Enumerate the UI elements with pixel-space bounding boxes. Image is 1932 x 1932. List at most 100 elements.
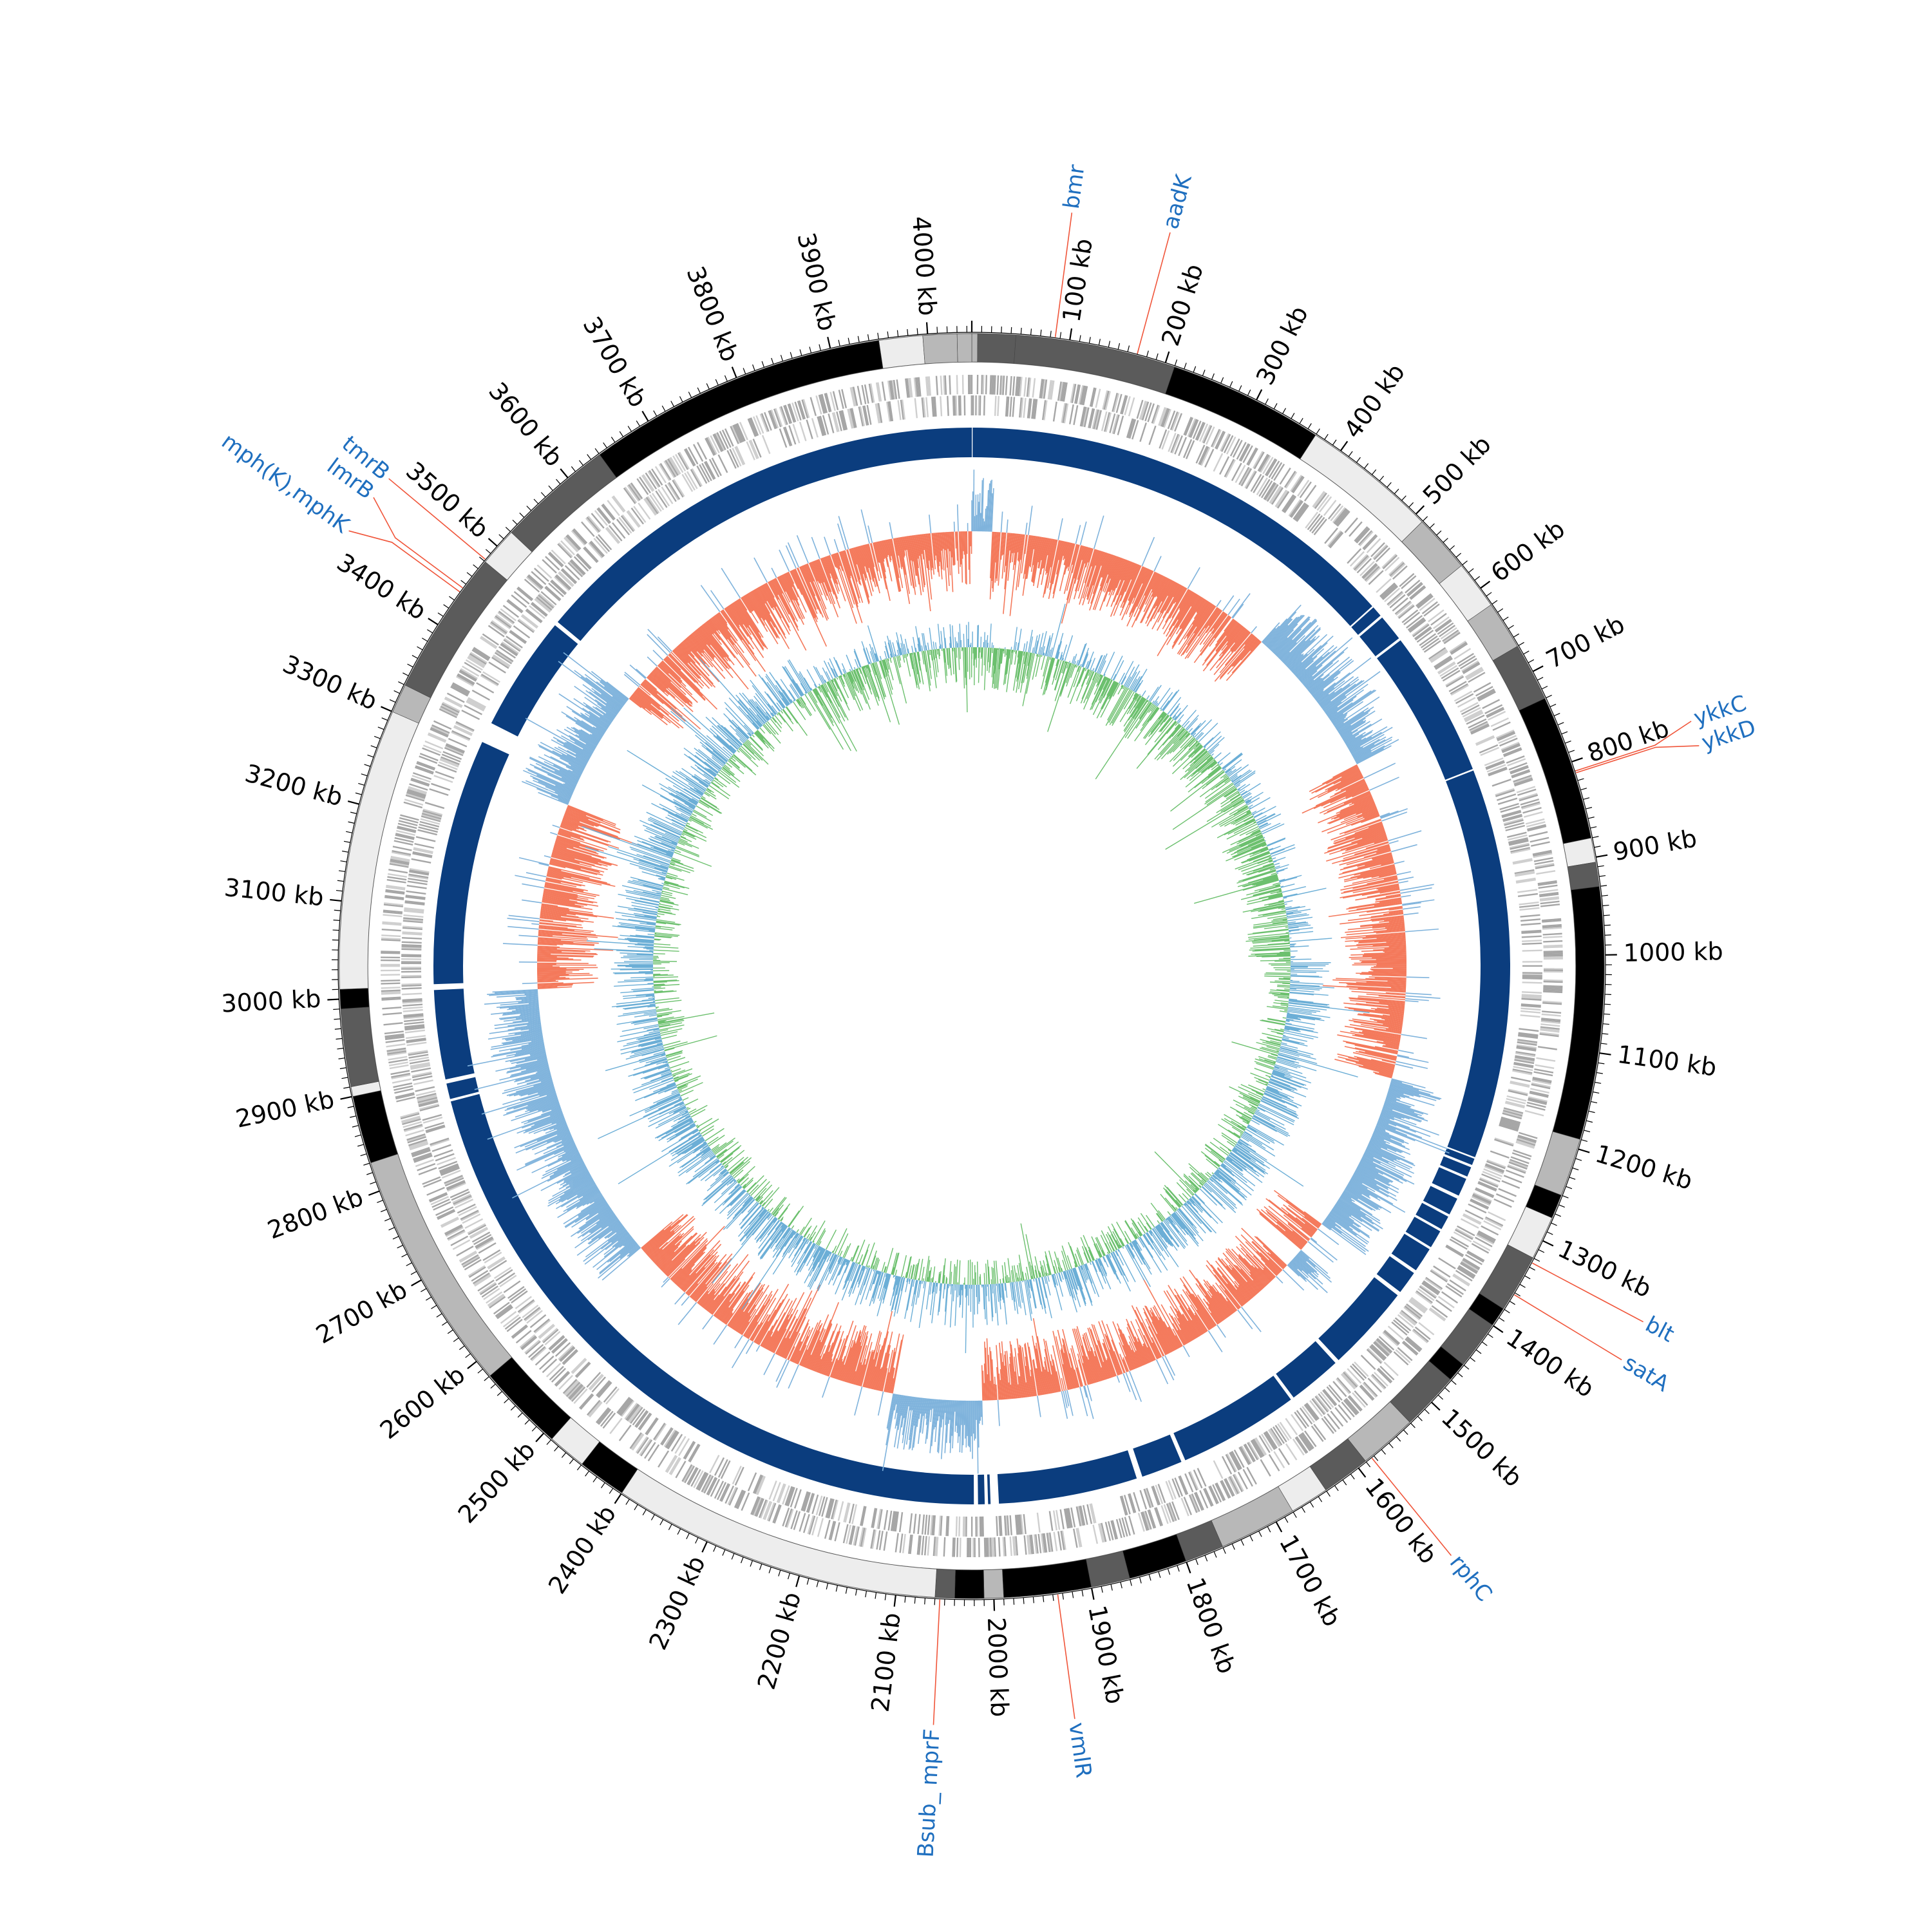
gc-content-bar [526,1076,552,1084]
cds-feature [1540,1023,1560,1027]
gc-content-bar [998,532,1003,586]
cds-feature [1472,1195,1491,1205]
gc-content-bar [1145,1318,1165,1356]
cds-feature [1147,1510,1155,1529]
gc-content-bar [603,1235,632,1258]
gc-content-bar [1226,1265,1254,1298]
gc-content-bar [982,518,984,532]
cds-feature [1435,658,1453,670]
cds-feature [401,983,422,986]
cds-feature [1029,1535,1033,1555]
contig-block [878,335,925,369]
gc-content-bar [1292,1258,1309,1274]
gc-content-bar [539,920,582,926]
gc-content-bar [699,1271,728,1306]
gc-content-bar [1345,786,1368,798]
gc-content-bar [1213,631,1251,676]
gc-content-bar [771,1319,789,1352]
tick-label: 3000 kb [220,985,321,1018]
cds-feature [1023,377,1027,397]
cds-feature [1257,453,1269,471]
cds-feature [464,705,482,715]
gc-content-bar [1325,772,1361,791]
cds-feature [1374,1340,1391,1355]
gc-content-bar [563,783,575,790]
gc-content-bar [1253,1280,1262,1291]
minor-tick [1177,1565,1180,1572]
gc-content-bar [1370,1137,1411,1155]
minor-tick [548,485,553,491]
gc-content-bar [1000,532,1004,560]
gc-content-bar [850,1332,867,1384]
gc-content-bar [511,1008,540,1012]
gc-content-bar [1052,1345,1063,1392]
gc-content-bar [1347,1183,1370,1197]
gc-content-bar [493,1045,545,1056]
gc-content-bar [547,869,607,884]
gc-content-bar [1379,918,1405,923]
gc-content-bar [1365,1149,1383,1158]
minor-tick [519,513,525,518]
gc-content-bar [1358,1164,1394,1182]
gc-content-bar [1349,1024,1402,1034]
gc-content-bar [561,1138,573,1144]
cds-feature [1365,567,1381,582]
cds-feature [1464,1209,1484,1220]
gc-content-bar [1380,810,1399,819]
cds-feature [522,614,539,628]
cds-feature [692,444,704,462]
cds-feature [1093,409,1099,430]
gc-content-bar [1049,540,1061,591]
cds-feature [717,1459,728,1478]
cds-feature [1251,1439,1264,1458]
cds-feature [564,565,580,580]
cds-feature [861,1528,867,1548]
gc-content-bar [811,1302,839,1370]
cds-feature [721,1483,731,1502]
cds-feature [1103,390,1110,410]
gc-content-bar [1285,636,1316,666]
gc-content-bar [793,1326,811,1363]
gc-content-bar [687,1262,715,1295]
cds-feature [675,1461,687,1479]
gc-content-bar [1209,1285,1231,1316]
gc-content-bar [1380,808,1408,819]
gc-content-bar [546,874,583,884]
cds-feature [638,502,651,520]
cds-feature [1502,1110,1523,1117]
cds-feature [419,1104,440,1112]
gc-content-bar [1206,1264,1240,1309]
gc-content-bar [1362,954,1406,957]
cds-feature [1352,1392,1366,1408]
gc-content-bar [1340,932,1406,938]
gc-content-bar [1082,549,1099,599]
cds-feature [504,1316,521,1330]
gc-content-bar [722,1284,750,1323]
gc-content-bar [1025,1343,1034,1397]
gc-content-bar [1177,1318,1192,1341]
cds-feature [1412,624,1430,638]
gc-content-bar [499,1004,539,1009]
gc-content-bar [648,1216,694,1258]
gc-content-bar [1019,1345,1027,1397]
cds-feature [841,410,848,430]
cds-feature [554,575,571,591]
gc-content-bar [709,1260,750,1314]
cds-feature [1224,1479,1234,1497]
cds-feature [1496,793,1517,801]
cds-feature [500,642,518,656]
cds-feature [1521,998,1542,1001]
gc-content-bar [521,1044,545,1050]
gc-content-bar [949,1400,953,1454]
gc-content-bar [769,1314,790,1351]
gc-content-bar [511,1065,549,1076]
cds-feature [1321,1417,1334,1434]
gc-content-bar [1327,832,1386,852]
cds-feature [1020,1514,1024,1535]
minor-tick [1309,1501,1314,1508]
minor-tick [1408,502,1414,507]
gc-content-bar [1234,628,1247,643]
cds-feature [422,1116,443,1124]
gc-content-bar [660,1245,687,1271]
gc-content-bar [1222,595,1235,612]
